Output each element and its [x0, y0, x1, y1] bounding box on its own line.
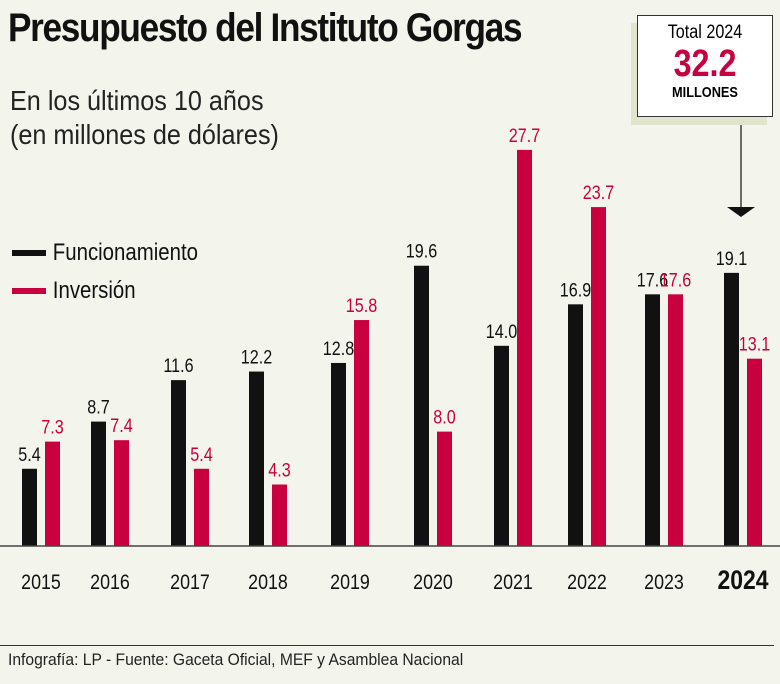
footer-divider: [0, 645, 774, 646]
bar-funcionamiento-2024: [724, 272, 739, 546]
data-label: 7.3: [41, 416, 64, 438]
x-tick-label: 2020: [413, 571, 453, 595]
x-tick-label: 2019: [330, 571, 370, 595]
legend-item-funcionamiento: Funcionamiento: [12, 234, 198, 272]
data-label: 14.0: [486, 321, 518, 343]
data-label: 11.6: [163, 355, 193, 377]
data-label: 19.1: [716, 248, 747, 270]
data-label: 5.4: [18, 444, 41, 466]
data-label: 4.3: [268, 459, 291, 481]
data-label: 5.4: [190, 444, 213, 466]
bar-inversion-2021: [517, 149, 532, 546]
legend-label: Funcionamiento: [52, 239, 198, 266]
bar-inversion-2018: [272, 484, 287, 546]
bar-inversion-2015: [45, 441, 60, 546]
data-label: 17.6: [660, 269, 692, 291]
data-label: 27.7: [509, 125, 540, 147]
data-label: 8.7: [87, 396, 109, 418]
data-label: 17.6: [637, 269, 669, 291]
data-label: 13.1: [739, 333, 770, 355]
bar-inversion-2020: [437, 431, 452, 546]
data-label: 12.8: [323, 338, 355, 360]
bar-funcionamiento-2015: [22, 468, 37, 546]
legend-swatch: [12, 288, 46, 294]
x-tick-label: 2018: [248, 571, 288, 595]
legend-label: Inversión: [52, 277, 136, 304]
subtitle-line-2: (en millones de dólares): [10, 119, 279, 150]
bar-inversion-2017: [194, 468, 209, 546]
bar-funcionamiento-2021: [494, 345, 509, 546]
data-label: 15.8: [346, 295, 378, 317]
x-tick-label: 2016: [90, 571, 130, 595]
legend-swatch: [12, 250, 46, 256]
bar-funcionamiento-2017: [171, 380, 186, 546]
legend-item-inversion: Inversión: [12, 272, 198, 310]
bar-inversion-2019: [354, 320, 369, 546]
x-tick-label: 2023: [644, 571, 684, 595]
data-label: 8.0: [433, 406, 456, 428]
page-title: Presupuesto del Instituto Gorgas: [8, 6, 523, 50]
bar-funcionamiento-2023: [645, 294, 660, 546]
bar-funcionamiento-2018: [249, 371, 264, 546]
x-tick-label: 2022: [567, 571, 607, 595]
chart-subtitle: En los últimos 10 años (en millones de d…: [10, 84, 279, 152]
total-callout: Total 2024 32.2 MILLONES: [637, 15, 773, 117]
bar-inversion-2022: [591, 207, 606, 546]
source-credit: Infografía: LP - Fuente: Gaceta Oficial,…: [8, 650, 464, 669]
arrow-down-icon: [727, 207, 755, 217]
bar-inversion-2023: [668, 294, 683, 546]
bar-funcionamiento-2016: [91, 421, 106, 546]
bar-chart: 5.47.320158.77.4201611.65.4201712.24.320…: [0, 125, 780, 595]
subtitle-line-1: En los últimos 10 años: [10, 85, 264, 116]
data-label: 12.2: [241, 346, 272, 368]
x-tick-label: 2024: [717, 565, 768, 595]
data-label: 7.4: [110, 415, 133, 437]
total-value: 32.2: [673, 43, 737, 85]
data-label: 19.6: [406, 240, 438, 262]
total-label: Total 2024: [667, 22, 743, 43]
data-label: 16.9: [560, 279, 591, 301]
x-tick-label: 2015: [21, 571, 61, 595]
data-label: 23.7: [583, 182, 614, 204]
legend: Funcionamiento Inversión: [12, 234, 231, 310]
x-tick-label: 2021: [493, 571, 533, 595]
bar-funcionamiento-2019: [331, 362, 346, 546]
bar-funcionamiento-2020: [414, 265, 429, 546]
total-unit: MILLONES: [672, 84, 738, 101]
x-tick-label: 2017: [170, 571, 210, 595]
bar-inversion-2016: [114, 440, 129, 546]
bar-inversion-2024: [747, 358, 762, 546]
bar-funcionamiento-2022: [568, 304, 583, 546]
